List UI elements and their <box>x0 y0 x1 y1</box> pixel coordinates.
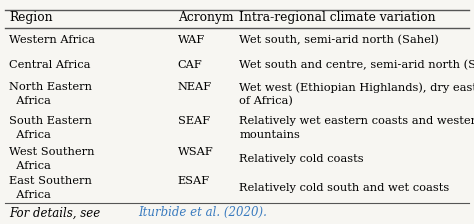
Text: Wet south, semi-arid north (Sahel): Wet south, semi-arid north (Sahel) <box>239 35 439 45</box>
Text: NEAF: NEAF <box>178 82 212 92</box>
Text: West Southern: West Southern <box>9 147 95 157</box>
Text: Africa: Africa <box>9 96 51 106</box>
Text: South Eastern: South Eastern <box>9 116 92 126</box>
Text: Region: Region <box>9 11 53 24</box>
Text: For details, see: For details, see <box>9 206 104 219</box>
Text: of Africa): of Africa) <box>239 96 293 106</box>
Text: Africa: Africa <box>9 130 51 140</box>
Text: North Eastern: North Eastern <box>9 82 92 92</box>
Text: Relatively cold south and wet coasts: Relatively cold south and wet coasts <box>239 183 450 193</box>
Text: ESAF: ESAF <box>178 176 210 186</box>
Text: Western Africa: Western Africa <box>9 35 95 45</box>
Text: Intra-regional climate variation: Intra-regional climate variation <box>239 11 436 24</box>
Text: Africa: Africa <box>9 161 51 171</box>
Text: Wet south and centre, semi-arid north (Sahel): Wet south and centre, semi-arid north (S… <box>239 60 474 70</box>
Text: Central Africa: Central Africa <box>9 60 91 70</box>
Text: Relatively wet eastern coasts and western: Relatively wet eastern coasts and wester… <box>239 116 474 126</box>
Text: mountains: mountains <box>239 130 300 140</box>
Text: Acronym: Acronym <box>178 11 233 24</box>
Text: Wet west (Ethiopian Highlands), dry east (Horn: Wet west (Ethiopian Highlands), dry east… <box>239 82 474 93</box>
Text: SEAF: SEAF <box>178 116 210 126</box>
Text: Iturbide et al. (2020).: Iturbide et al. (2020). <box>138 206 267 219</box>
Text: Africa: Africa <box>9 190 51 200</box>
Text: East Southern: East Southern <box>9 176 92 186</box>
Text: Relatively cold coasts: Relatively cold coasts <box>239 154 364 164</box>
Text: CAF: CAF <box>178 60 202 70</box>
Text: WAF: WAF <box>178 35 205 45</box>
Text: WSAF: WSAF <box>178 147 213 157</box>
